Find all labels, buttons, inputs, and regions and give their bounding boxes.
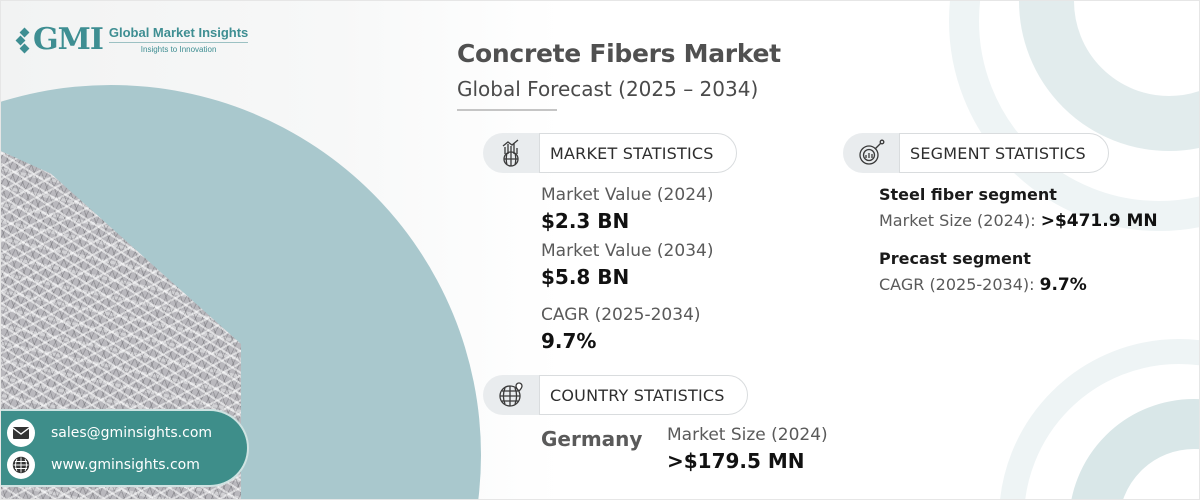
- market-statistics-heading: MARKET STATISTICS: [539, 133, 737, 173]
- market-value-2034-label: Market Value (2034): [541, 241, 714, 261]
- globe-icon: [7, 451, 35, 479]
- page-title: Concrete Fibers Market: [457, 39, 781, 68]
- country-name: Germany: [541, 427, 643, 451]
- steel-fiber-market-size-label: Market Size (2024):: [879, 211, 1036, 230]
- globe-bar-chart-icon: [483, 133, 539, 173]
- logo-company-name: Global Market Insights: [108, 26, 249, 43]
- logo-text: Global Market Insights Insights to Innov…: [108, 26, 249, 54]
- page-subtitle: Global Forecast (2025 – 2034): [457, 77, 759, 101]
- logo-tagline: Insights to Innovation: [140, 45, 217, 54]
- country-statistics-heading: COUNTRY STATISTICS: [539, 375, 748, 415]
- logo-gmi-text: GMI: [33, 22, 104, 57]
- segment-statistics-heading: SEGMENT STATISTICS: [899, 133, 1109, 173]
- logo-diamonds-icon: [15, 27, 31, 54]
- steel-fiber-segment-stat: Market Size (2024): >$471.9 MN: [879, 211, 1158, 231]
- cagr-label: CAGR (2025-2034): [541, 305, 701, 325]
- pie-chart-target-icon: [843, 133, 899, 173]
- gmi-logo[interactable]: GMI Global Market Insights Insights to I…: [15, 22, 249, 57]
- country-statistics-header: COUNTRY STATISTICS: [483, 373, 748, 417]
- steel-fiber-market-size-value: >$471.9 MN: [1040, 211, 1158, 231]
- market-statistics-header: MARKET STATISTICS: [483, 131, 737, 175]
- segment-statistics-header: SEGMENT STATISTICS: [843, 131, 1109, 175]
- market-value-2024-label: Market Value (2024): [541, 185, 714, 205]
- contact-email-row[interactable]: sales@gminsights.com: [7, 417, 247, 449]
- steel-fiber-segment-title: Steel fiber segment: [879, 185, 1057, 204]
- country-market-size-value: >$179.5 MN: [667, 449, 805, 473]
- market-value-2034: $5.8 BN: [541, 265, 630, 289]
- logo-mark: GMI: [15, 22, 104, 57]
- precast-segment-title: Precast segment: [879, 249, 1031, 268]
- subtitle-divider: [457, 109, 557, 111]
- precast-cagr-value: 9.7%: [1039, 275, 1087, 295]
- market-value-2024: $2.3 BN: [541, 209, 630, 233]
- cagr-value: 9.7%: [541, 329, 597, 353]
- contact-bar: sales@gminsights.com www.gminsights.com: [1, 409, 249, 487]
- contact-email-link[interactable]: sales@gminsights.com: [51, 425, 213, 441]
- precast-segment-stat: CAGR (2025-2034): 9.7%: [879, 275, 1087, 295]
- globe-pin-icon: [483, 375, 539, 415]
- contact-website-row[interactable]: www.gminsights.com: [7, 449, 247, 481]
- envelope-icon: [7, 419, 35, 447]
- country-market-size-label: Market Size (2024): [667, 425, 828, 445]
- contact-website-link[interactable]: www.gminsights.com: [51, 457, 200, 473]
- precast-cagr-label: CAGR (2025-2034):: [879, 275, 1035, 294]
